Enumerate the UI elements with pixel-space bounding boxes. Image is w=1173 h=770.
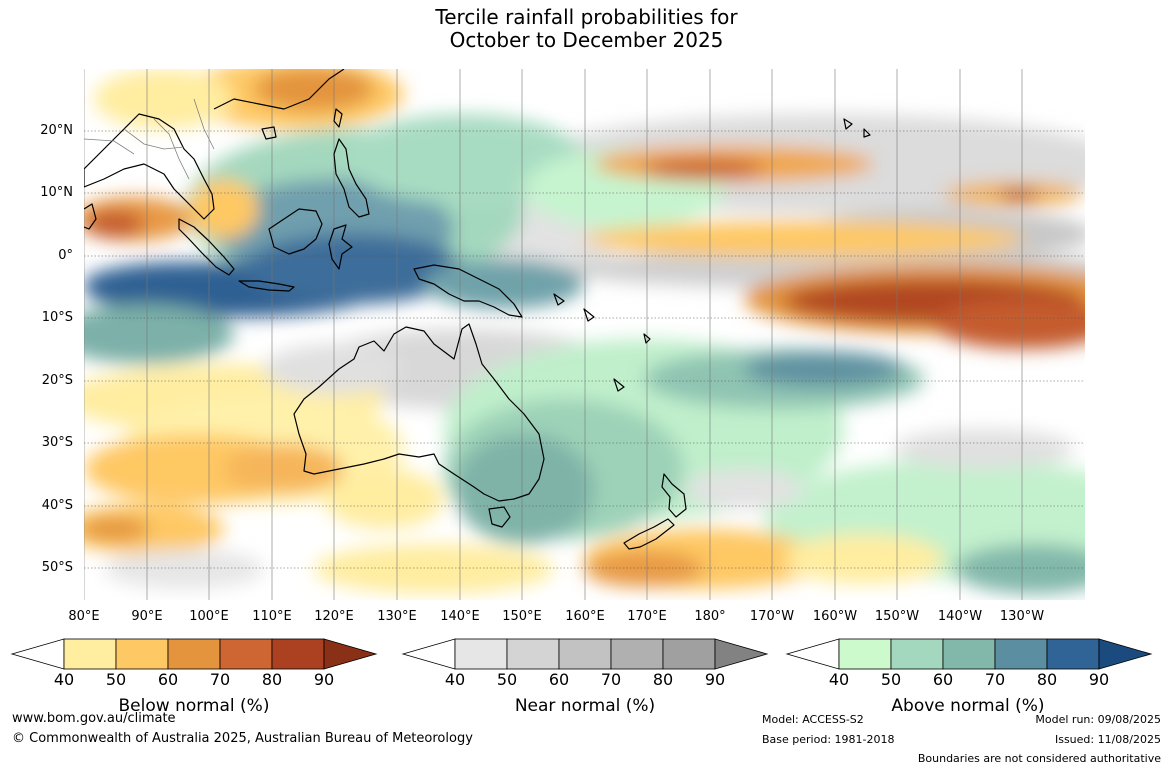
- colorbar-swatch: [942, 638, 996, 670]
- longitude-label: 110°E: [252, 609, 292, 624]
- longitude-label: 80°E: [68, 609, 100, 624]
- colorbar-tick-label: 60: [932, 670, 954, 689]
- map-title-line-1: Tercile rainfall probabilities for: [435, 5, 738, 29]
- colorbar-tick-label: 40: [53, 670, 75, 689]
- longitude-label: 160°E: [565, 609, 605, 624]
- latitude-label: 10°S: [41, 310, 73, 325]
- boundaries-disclaimer: Boundaries are not considered authoritat…: [917, 752, 1161, 765]
- colorbar-swatch: [1046, 638, 1100, 670]
- new-guinea-outline: [413, 264, 523, 318]
- below-normal-colorbar: [10, 638, 378, 670]
- above-normal-colorbar: [785, 638, 1153, 670]
- hainan-outline: [261, 126, 277, 140]
- longitude-label: 120°E: [314, 609, 354, 624]
- colorbar-tick-label: 50: [105, 670, 127, 689]
- colorbar-tick-label: 70: [209, 670, 231, 689]
- copyright-text: © Commonwealth of Australia 2025, Austra…: [12, 731, 473, 746]
- colorbar-swatch: [1098, 638, 1153, 670]
- longitude-label: 130°W: [999, 609, 1045, 624]
- colorbar-tick-label: 90: [1088, 670, 1110, 689]
- longitude-label: 160°W: [812, 609, 858, 624]
- china-coast-outline: [213, 69, 345, 110]
- colorbar-tick-label: 50: [496, 670, 518, 689]
- colorbar-swatch: [785, 638, 840, 670]
- longitude-label: 100°E: [189, 609, 229, 624]
- colorbar-swatch: [506, 638, 560, 670]
- colorbar-tick-label: 90: [704, 670, 726, 689]
- sumatra-outline: [178, 218, 235, 276]
- philippines-outline: [333, 138, 370, 218]
- latitude-label: 50°S: [41, 560, 73, 575]
- latitude-label: 40°S: [41, 498, 73, 513]
- colorbar-swatch: [558, 638, 612, 670]
- colorbar-swatch: [271, 638, 325, 670]
- map-title-line-2: October to December 2025: [449, 28, 724, 52]
- model-name: Model: ACCESS-S2: [762, 713, 864, 726]
- colorbar-tick-label: 80: [261, 670, 283, 689]
- java-outline: [238, 280, 295, 292]
- colorbar-tick-label: 70: [600, 670, 622, 689]
- india-coast-outline: [84, 203, 97, 230]
- issued-date: Issued: 11/08/2025: [1054, 733, 1161, 746]
- longitude-label: 90°E: [131, 609, 163, 624]
- colorbar-tick-label: 50: [880, 670, 902, 689]
- longitude-label: 170°E: [627, 609, 667, 624]
- colorbar-swatch: [610, 638, 664, 670]
- colorbar-tick-label: 40: [828, 670, 850, 689]
- sulawesi-outline: [328, 224, 353, 270]
- coastlines: [84, 69, 871, 550]
- colorbar-swatch: [662, 638, 716, 670]
- colorbar-tick-label: 80: [652, 670, 674, 689]
- colorbar-tick-label: 70: [984, 670, 1006, 689]
- colorbar-swatch: [838, 638, 892, 670]
- colorbar-tick-label: 40: [444, 670, 466, 689]
- country-borders: [84, 98, 215, 180]
- colorbar-swatch: [890, 638, 944, 670]
- colorbar-swatch: [994, 638, 1048, 670]
- model-run-date: Model run: 09/08/2025: [1035, 713, 1161, 726]
- colorbar-tick-label: 60: [548, 670, 570, 689]
- new-zealand-south-island: [623, 518, 675, 550]
- rainfall-probability-map: [84, 69, 1085, 600]
- longitude-label: 150°E: [502, 609, 542, 624]
- colorbar-swatch: [323, 638, 378, 670]
- borneo-outline: [268, 208, 323, 255]
- southeast-asia-outline: [84, 113, 215, 220]
- base-period: Base period: 1981-2018: [762, 733, 895, 746]
- colorbar-swatch: [714, 638, 769, 670]
- longitude-label: 140°W: [937, 609, 983, 624]
- tasmania-outline: [488, 506, 511, 528]
- longitude-label: 140°E: [440, 609, 480, 624]
- near-normal-legend-title: Near normal (%): [514, 696, 656, 716]
- colorbar-swatch: [167, 638, 221, 670]
- latitude-label: 0°: [58, 248, 73, 263]
- new-zealand-north-island: [661, 473, 687, 518]
- longitude-label: 130°E: [377, 609, 417, 624]
- latitude-label: 20°N: [40, 123, 73, 138]
- longitude-label: 170°W: [749, 609, 795, 624]
- website-link[interactable]: www.bom.gov.au/climate: [12, 711, 176, 726]
- australia-outline: [293, 323, 545, 502]
- latitude-label: 20°S: [41, 373, 73, 388]
- colorbar-swatch: [454, 638, 508, 670]
- colorbar-tick-label: 90: [313, 670, 335, 689]
- near-normal-colorbar: [401, 638, 769, 670]
- latitude-label: 10°N: [40, 185, 73, 200]
- latitude-label: 30°S: [41, 435, 73, 450]
- colorbar-swatch: [219, 638, 273, 670]
- longitude-label: 150°W: [874, 609, 920, 624]
- colorbar-swatch: [401, 638, 456, 670]
- longitude-label: 180°: [694, 609, 726, 624]
- graticule: [84, 130, 1085, 569]
- colorbar-tick-label: 60: [157, 670, 179, 689]
- colorbar-swatch: [63, 638, 117, 670]
- above-normal-legend-title: Above normal (%): [891, 696, 1045, 716]
- colorbar-tick-label: 80: [1036, 670, 1058, 689]
- probability-field: [84, 69, 1085, 594]
- taiwan-outline: [333, 108, 343, 128]
- colorbar-swatch: [10, 638, 65, 670]
- colorbar-swatch: [115, 638, 169, 670]
- below-normal-legend-title: Below normal (%): [118, 696, 270, 716]
